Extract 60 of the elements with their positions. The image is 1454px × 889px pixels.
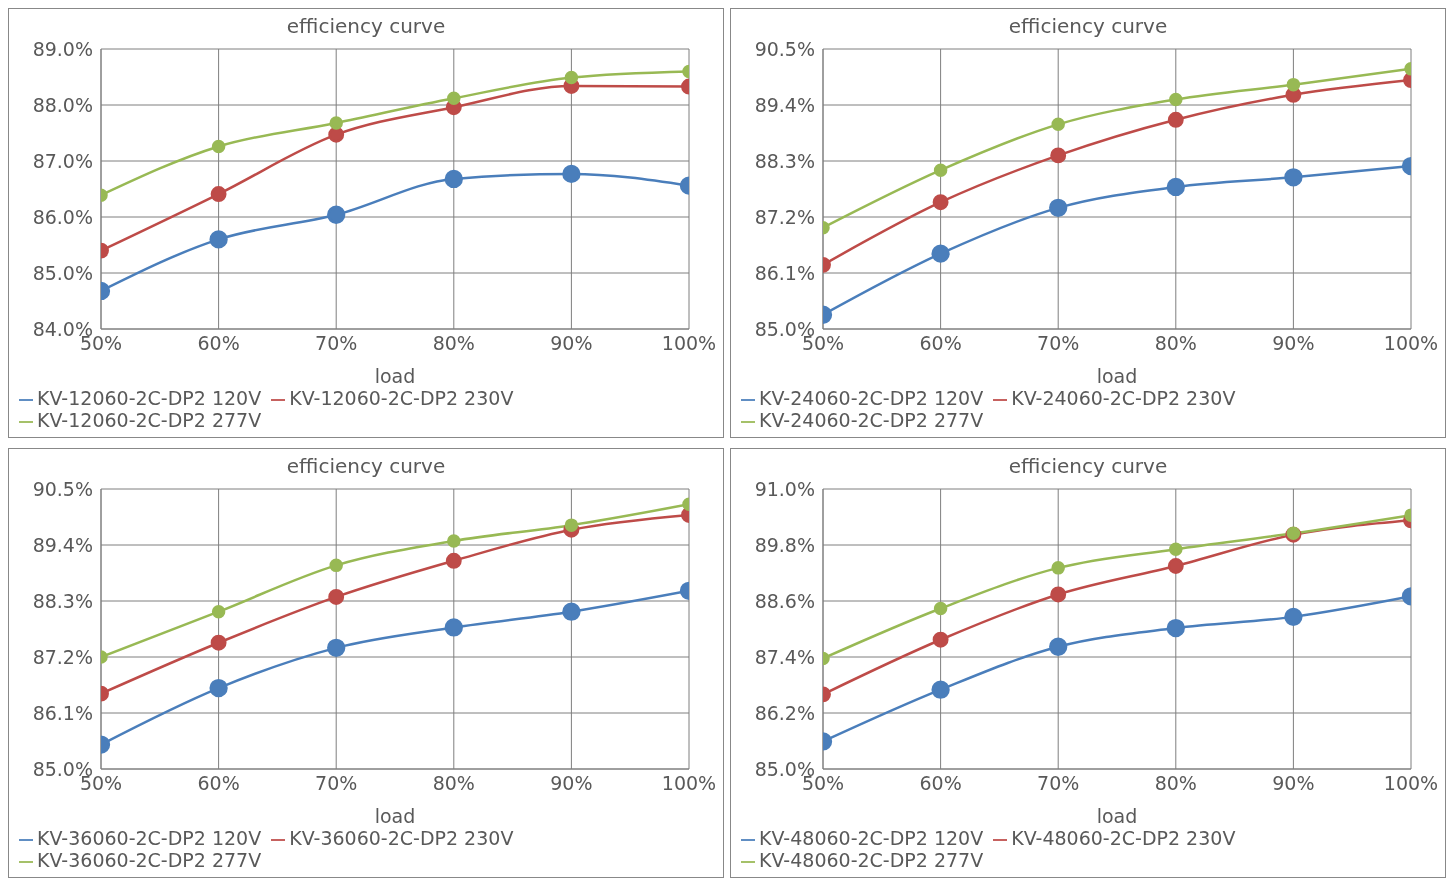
x-axis-title: load [374, 365, 416, 387]
y-tick-label: 89.0% [32, 37, 93, 60]
x-tick-label: 100% [661, 772, 717, 795]
x-tick-label: 90% [1272, 332, 1315, 355]
y-tick-label: 86.1% [754, 261, 815, 284]
x-tick-label: 70% [1037, 772, 1080, 795]
y-tick-label: 87.2% [754, 205, 815, 228]
legend-label: KV-48060-2C-DP2 230V [1011, 827, 1236, 849]
x-tick-label: 70% [1037, 332, 1080, 355]
x-axis-title: load [374, 805, 416, 827]
x-axis-title: load [1096, 365, 1138, 387]
y-tick-label: 88.3% [754, 149, 815, 172]
x-tick-label: 80% [432, 772, 475, 795]
legend-label: KV-24060-2C-DP2 230V [1011, 387, 1236, 409]
y-tick-label: 88.6% [754, 589, 815, 612]
x-tick-label: 100% [661, 332, 717, 355]
y-tick-label: 89.8% [754, 533, 815, 556]
y-tick-label: 88.3% [32, 589, 93, 612]
legend-label: KV-48060-2C-DP2 120V [759, 827, 984, 849]
y-tick-label: 86.0% [32, 205, 93, 228]
x-tick-label: 70% [315, 332, 358, 355]
x-axis-title: load [1096, 805, 1138, 827]
y-tick-label: 87.4% [754, 645, 815, 668]
x-tick-label: 70% [315, 772, 358, 795]
x-tick-label: 60% [197, 772, 240, 795]
legend-label: KV-12060-2C-DP2 120V [37, 387, 262, 409]
legend-label: KV-24060-2C-DP2 277V [759, 409, 984, 431]
y-tick-label: 87.2% [32, 645, 93, 668]
legend-label: KV-36060-2C-DP2 120V [37, 827, 262, 849]
x-tick-label: 80% [1154, 332, 1197, 355]
legend-label: KV-36060-2C-DP2 230V [289, 827, 514, 849]
x-tick-label: 80% [432, 332, 475, 355]
y-tick-label: 88.0% [32, 93, 93, 116]
x-tick-label: 60% [197, 332, 240, 355]
legend-label: KV-24060-2C-DP2 120V [759, 387, 984, 409]
legend-label: KV-36060-2C-DP2 277V [37, 849, 262, 871]
x-tick-label: 90% [550, 772, 593, 795]
x-tick-label: 60% [919, 332, 962, 355]
chart-title: efficiency curve [286, 454, 446, 478]
y-tick-label: 86.2% [754, 701, 815, 724]
x-tick-label: 90% [1272, 772, 1315, 795]
legend-label: KV-48060-2C-DP2 277V [759, 849, 984, 871]
y-tick-label: 87.0% [32, 149, 93, 172]
y-tick-label: 90.5% [32, 477, 93, 500]
legend-label: KV-12060-2C-DP2 277V [37, 409, 262, 431]
legend-label: KV-12060-2C-DP2 230V [289, 387, 514, 409]
x-tick-label: 100% [1383, 772, 1439, 795]
chart-title: efficiency curve [1008, 14, 1168, 38]
y-tick-label: 91.0% [754, 477, 815, 500]
chart-title: efficiency curve [1008, 454, 1168, 478]
y-tick-label: 89.4% [754, 93, 815, 116]
x-tick-label: 90% [550, 332, 593, 355]
y-tick-label: 90.5% [754, 37, 815, 60]
y-tick-label: 89.4% [32, 533, 93, 556]
chart-title: efficiency curve [286, 14, 446, 38]
x-tick-label: 100% [1383, 332, 1439, 355]
y-tick-label: 85.0% [32, 261, 93, 284]
x-tick-label: 80% [1154, 772, 1197, 795]
y-tick-label: 86.1% [32, 701, 93, 724]
x-tick-label: 60% [919, 772, 962, 795]
